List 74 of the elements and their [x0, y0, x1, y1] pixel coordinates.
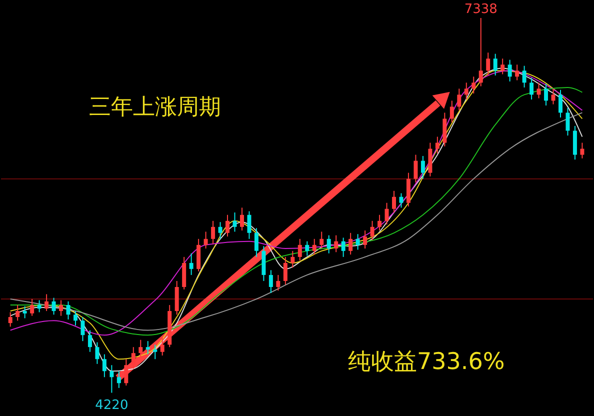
candlestick [88, 330, 92, 352]
candlestick [515, 64, 520, 81]
candlestick [551, 88, 556, 105]
candlestick [22, 306, 27, 319]
candlestick [160, 336, 164, 356]
candlestick [73, 310, 78, 326]
candlestick [131, 346, 136, 370]
candlestick [558, 89, 562, 118]
candlestick [305, 240, 310, 256]
candlestick [37, 300, 42, 313]
candlestick [52, 297, 56, 316]
candlestick [326, 234, 331, 254]
candlestick [486, 52, 490, 76]
candlestick [189, 252, 194, 276]
candlestick [544, 83, 548, 106]
candlestick [478, 17, 483, 87]
annotation: 纯收益733.6% [348, 349, 505, 375]
candlestick [16, 304, 20, 322]
candlestick [536, 82, 541, 99]
candlestick [348, 232, 353, 256]
candlestick [226, 214, 230, 238]
candlestick [370, 220, 374, 241]
candlestick [356, 234, 360, 250]
candlestick [44, 294, 49, 312]
candlestick [508, 59, 512, 82]
candlestick [110, 364, 114, 394]
candlestick [211, 220, 216, 244]
candlestick [320, 231, 324, 250]
candlestick [472, 76, 476, 94]
candlestick [493, 53, 498, 76]
candlestick [254, 228, 258, 258]
candlestick [464, 82, 468, 100]
text: 三年上涨周期 [89, 95, 221, 120]
candlestick [146, 340, 150, 355]
candlestick [450, 100, 454, 123]
candlestick [435, 136, 440, 154]
candlestick [30, 298, 34, 316]
candlestick [392, 190, 396, 213]
candlestick [566, 107, 570, 136]
candlestick [283, 256, 288, 286]
candlestick [420, 155, 425, 180]
text: 7338 [464, 2, 498, 17]
candlestick [66, 300, 70, 320]
candlestick [232, 212, 237, 232]
candlestick [80, 316, 85, 342]
candlestick [138, 339, 143, 358]
candlestick [218, 222, 222, 240]
candlestick [247, 210, 252, 240]
candlestick [102, 354, 106, 378]
candlestick [268, 270, 273, 294]
candlestick [116, 370, 121, 388]
candlestick [522, 65, 526, 88]
candlestick [95, 342, 100, 364]
candlestick [334, 234, 338, 253]
candlestick [378, 214, 382, 231]
candlestick [530, 77, 534, 100]
candlestick [457, 88, 462, 111]
candlestick [312, 238, 316, 256]
candlestick [59, 300, 64, 316]
candlestick [276, 274, 280, 292]
candlestick [290, 250, 295, 268]
candlestick [414, 154, 418, 183]
candlestick [204, 231, 208, 250]
candlestick [580, 142, 584, 159]
candlestick [399, 192, 404, 208]
candlestick [363, 230, 368, 250]
candlestick [384, 202, 389, 225]
candlestick [153, 344, 158, 360]
candlestick [240, 207, 244, 231]
candlestick [298, 238, 302, 262]
candlestick [8, 312, 12, 328]
candlestick [500, 58, 505, 75]
text: 4220 [95, 398, 128, 413]
candlestick [341, 237, 346, 258]
